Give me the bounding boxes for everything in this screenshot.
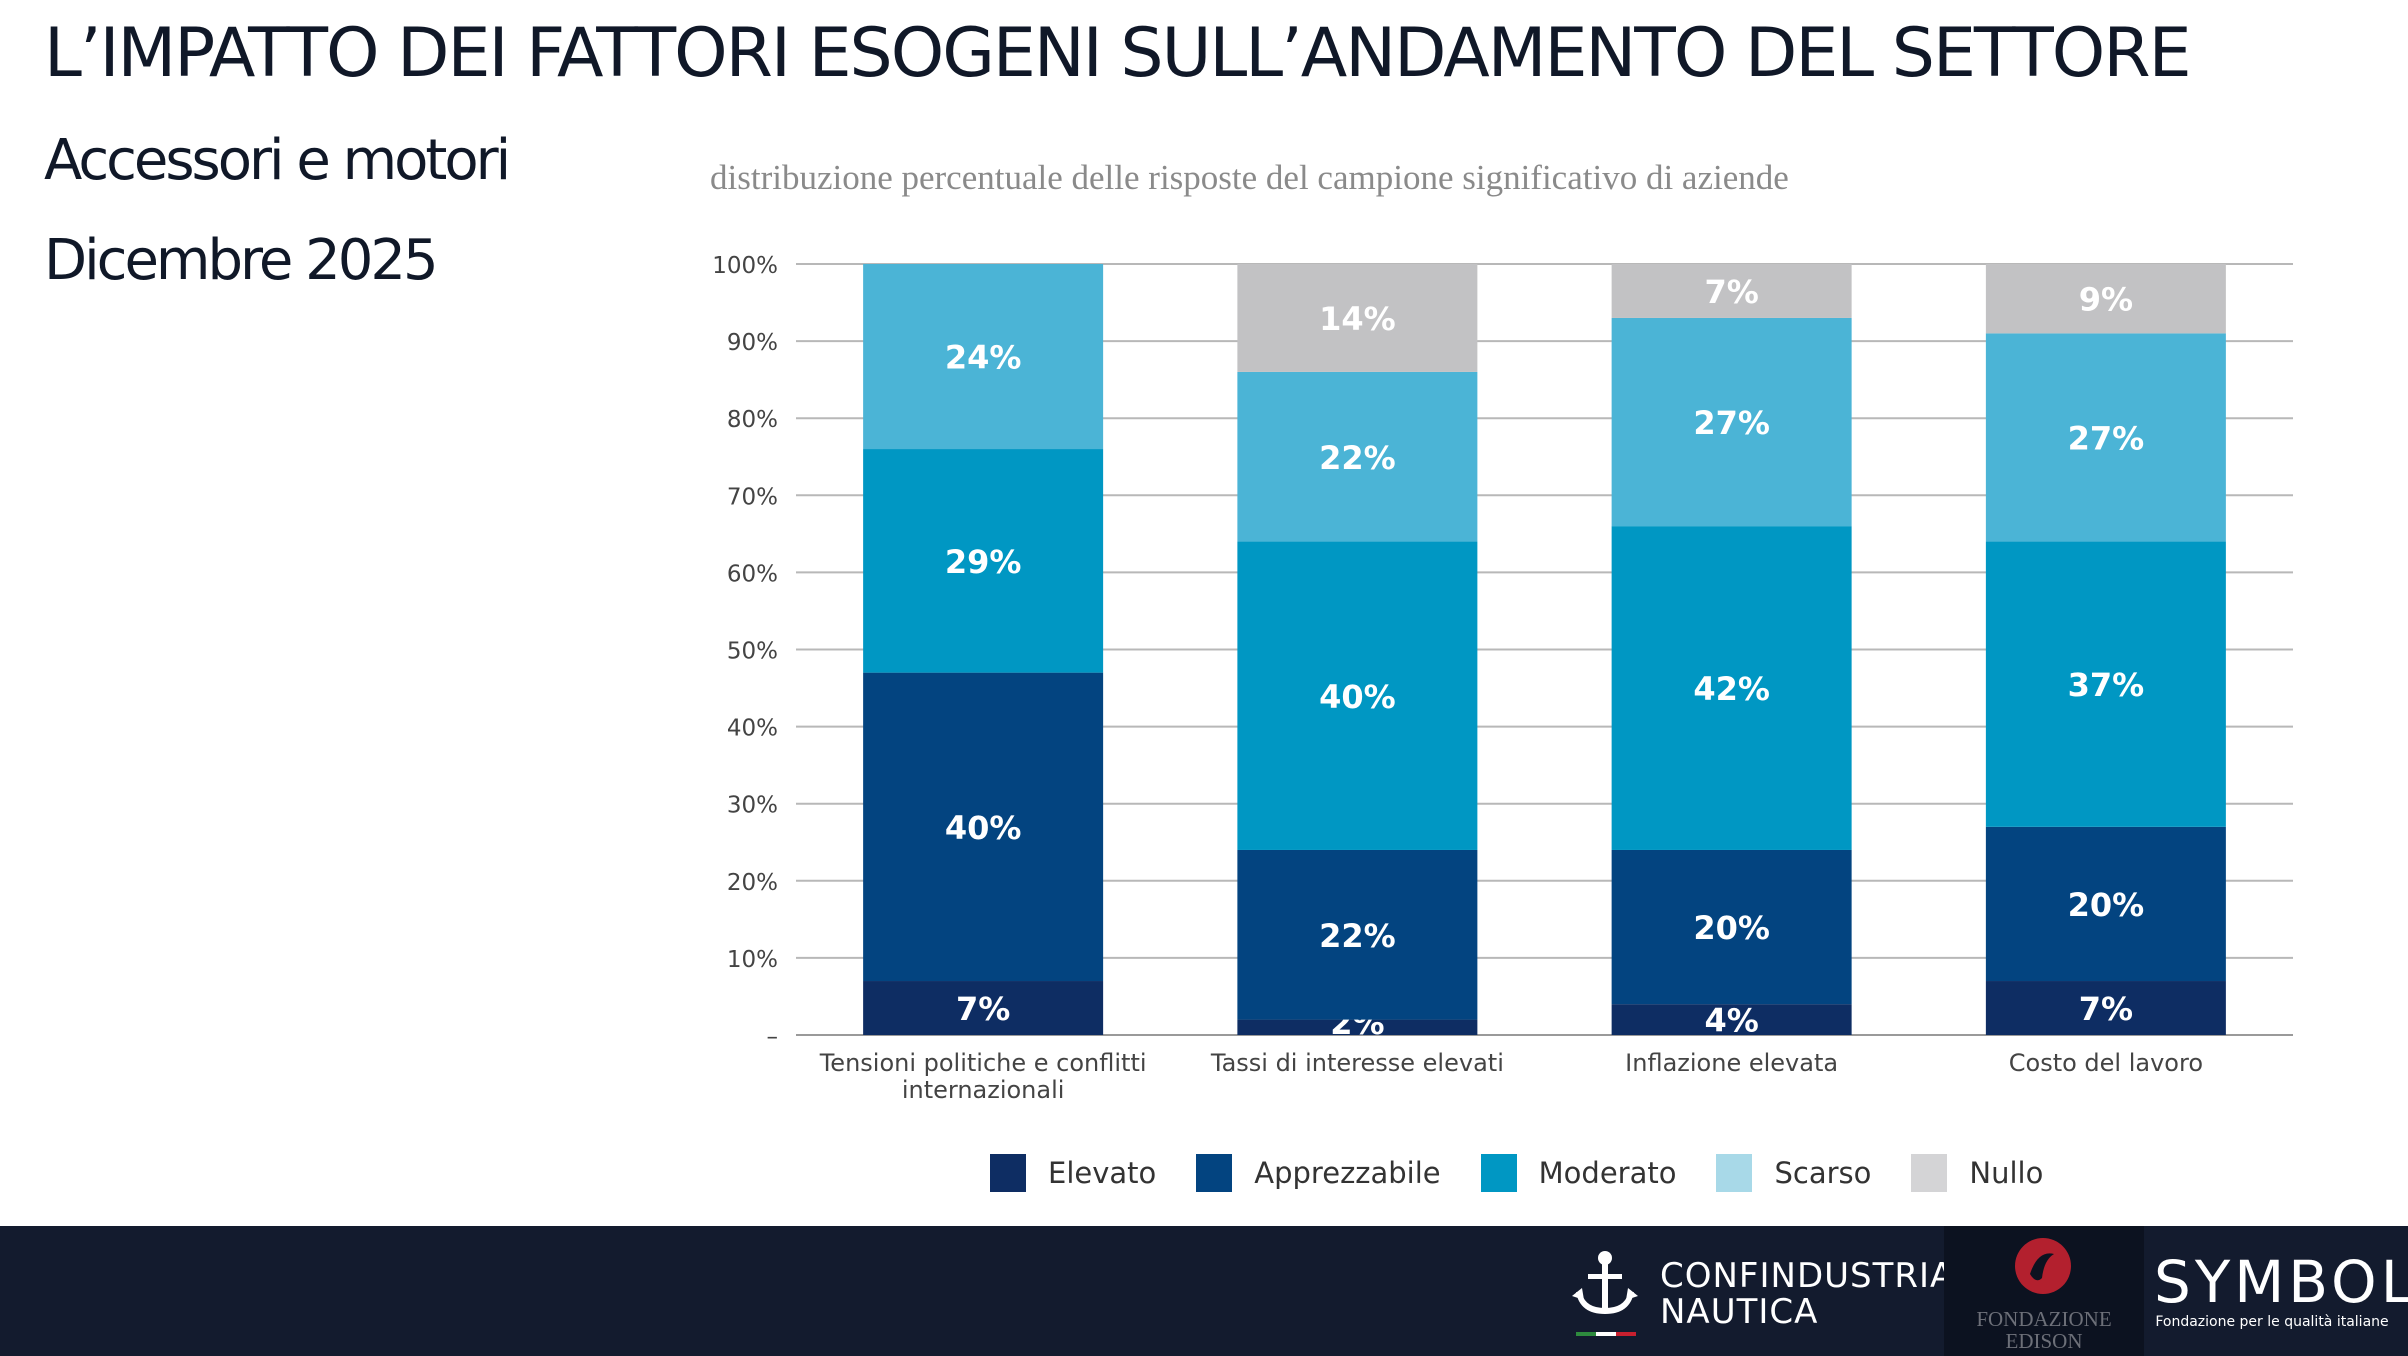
data-label: 4% [1704,1002,1758,1040]
x-category-label: Tassi di interesse elevati [1210,1049,1504,1077]
confindustria-nautica-logo: CONFINDUSTRIA NAUTICA [1570,1248,1954,1340]
y-tick-label: 40% [727,716,778,742]
bar-segment [1985,541,2226,827]
x-category-label: Tensioni politiche e conflitti [819,1049,1147,1077]
legend-label: Apprezzabile [1254,1156,1441,1190]
confindustria-label: CONFINDUSTRIA [1660,1256,1955,1296]
data-label: 40% [945,809,1022,847]
data-label: 20% [1693,909,1770,947]
bar-segment [863,672,1104,982]
y-tick-label: 100% [712,253,778,279]
bar-segment [1237,541,1478,850]
y-tick-label: 50% [727,639,778,665]
edison-emblem-icon [2015,1238,2071,1294]
legend-item: Nullo [1911,1154,2043,1192]
legend-item: Scarso [1716,1154,1871,1192]
legend-label: Moderato [1538,1156,1677,1190]
stacked-bar-chart: – 10% 20% 30% 40% 50% 60% 70% 80% 90% 100% 7% 40% 29%… [712,253,2293,1104]
legend-item: Moderato [1480,1154,1677,1192]
bar-segment [1611,849,1852,1005]
symbola-logo: SYMBOLA Fondazione per le qualità italia… [2154,1248,2408,1330]
edison-label-line2: EDISON [2005,1329,2083,1353]
data-label: 9% [2079,281,2133,319]
bar-segment [1611,526,1852,850]
page-title: L’IMPATTO DEI FATTORI ESOGENI SULL’ANDAM… [44,14,2192,93]
data-label: 42% [1693,670,1770,708]
bar-segment [863,449,1104,673]
y-tick-label: 30% [727,793,778,819]
data-label: 14% [1319,300,1396,338]
data-label: 20% [2068,886,2145,924]
legend-swatch [1196,1154,1233,1192]
bar-segment [1985,826,2226,982]
bar-segment [1611,1004,1852,1035]
data-label: 27% [2068,419,2145,457]
legend-label: Nullo [1969,1156,2044,1190]
legend-item: Elevato [990,1154,1156,1192]
y-tick-label: – [767,1024,779,1050]
fondazione-edison-logo: FONDAZIONE EDISON [1944,1226,2144,1356]
bar-segment [1985,264,2226,334]
bar-segment [863,264,1104,450]
x-category-label: Inflazione elevata [1625,1049,1838,1077]
symbola-wordmark: SYMBOLA [2154,1248,2408,1316]
bar-segment [863,981,1104,1035]
x-category-label: Costo del lavoro [2009,1049,2203,1077]
data-label: 40% [1319,678,1396,716]
bar-segment [1985,981,2226,1035]
legend-label: Elevato [1048,1156,1157,1190]
bar-segment [1985,333,2226,542]
bar-segment [1237,264,1478,372]
nautica-label: NAUTICA [1660,1292,1819,1332]
sector-subtitle: Accessori e motori [44,128,511,193]
data-label: 37% [2068,666,2145,704]
legend-swatch [1480,1154,1517,1192]
data-label: 7% [2079,990,2133,1028]
legend-label: Scarso [1774,1156,1872,1190]
y-tick-label: 70% [727,484,778,510]
date-subtitle: Dicembre 2025 [44,228,439,293]
edison-label-line1: FONDAZIONE [1976,1307,2112,1331]
data-label: 24% [945,339,1022,377]
data-label: 22% [1319,917,1396,955]
y-tick-label: 80% [727,407,778,433]
symbola-tagline: Fondazione per le qualità italiane [2155,1314,2389,1330]
legend-swatch [1911,1154,1948,1192]
bar-segment [1237,849,1478,1020]
legend-item: Apprezzabile [1196,1154,1441,1192]
y-tick-label: 60% [727,561,778,587]
data-label: 7% [956,990,1010,1028]
data-label: 29% [945,543,1022,581]
y-tick-label: 90% [727,330,778,356]
chart-caption: distribuzione percentuale delle risposte… [710,158,1789,197]
bar-segment [1237,1019,1478,1035]
data-label: 27% [1693,404,1770,442]
footer: CONFINDUSTRIA NAUTICA FONDAZIONE EDISON … [0,1226,2408,1356]
x-category-label: internazionali [902,1076,1065,1104]
bar-segment [1611,264,1852,318]
data-label: 7% [1704,273,1758,311]
y-tick-label: 10% [727,947,778,973]
chart-legend: Elevato Apprezzabile Moderato Scarso Nullo [990,1148,2083,1198]
bar-segment [1611,317,1852,527]
y-tick-label: 20% [727,870,778,896]
anchor-icon [1572,1251,1638,1336]
legend-swatch [1716,1154,1753,1192]
legend-swatch [990,1154,1026,1192]
bar-segment [1237,371,1478,542]
data-label: 22% [1319,439,1396,477]
